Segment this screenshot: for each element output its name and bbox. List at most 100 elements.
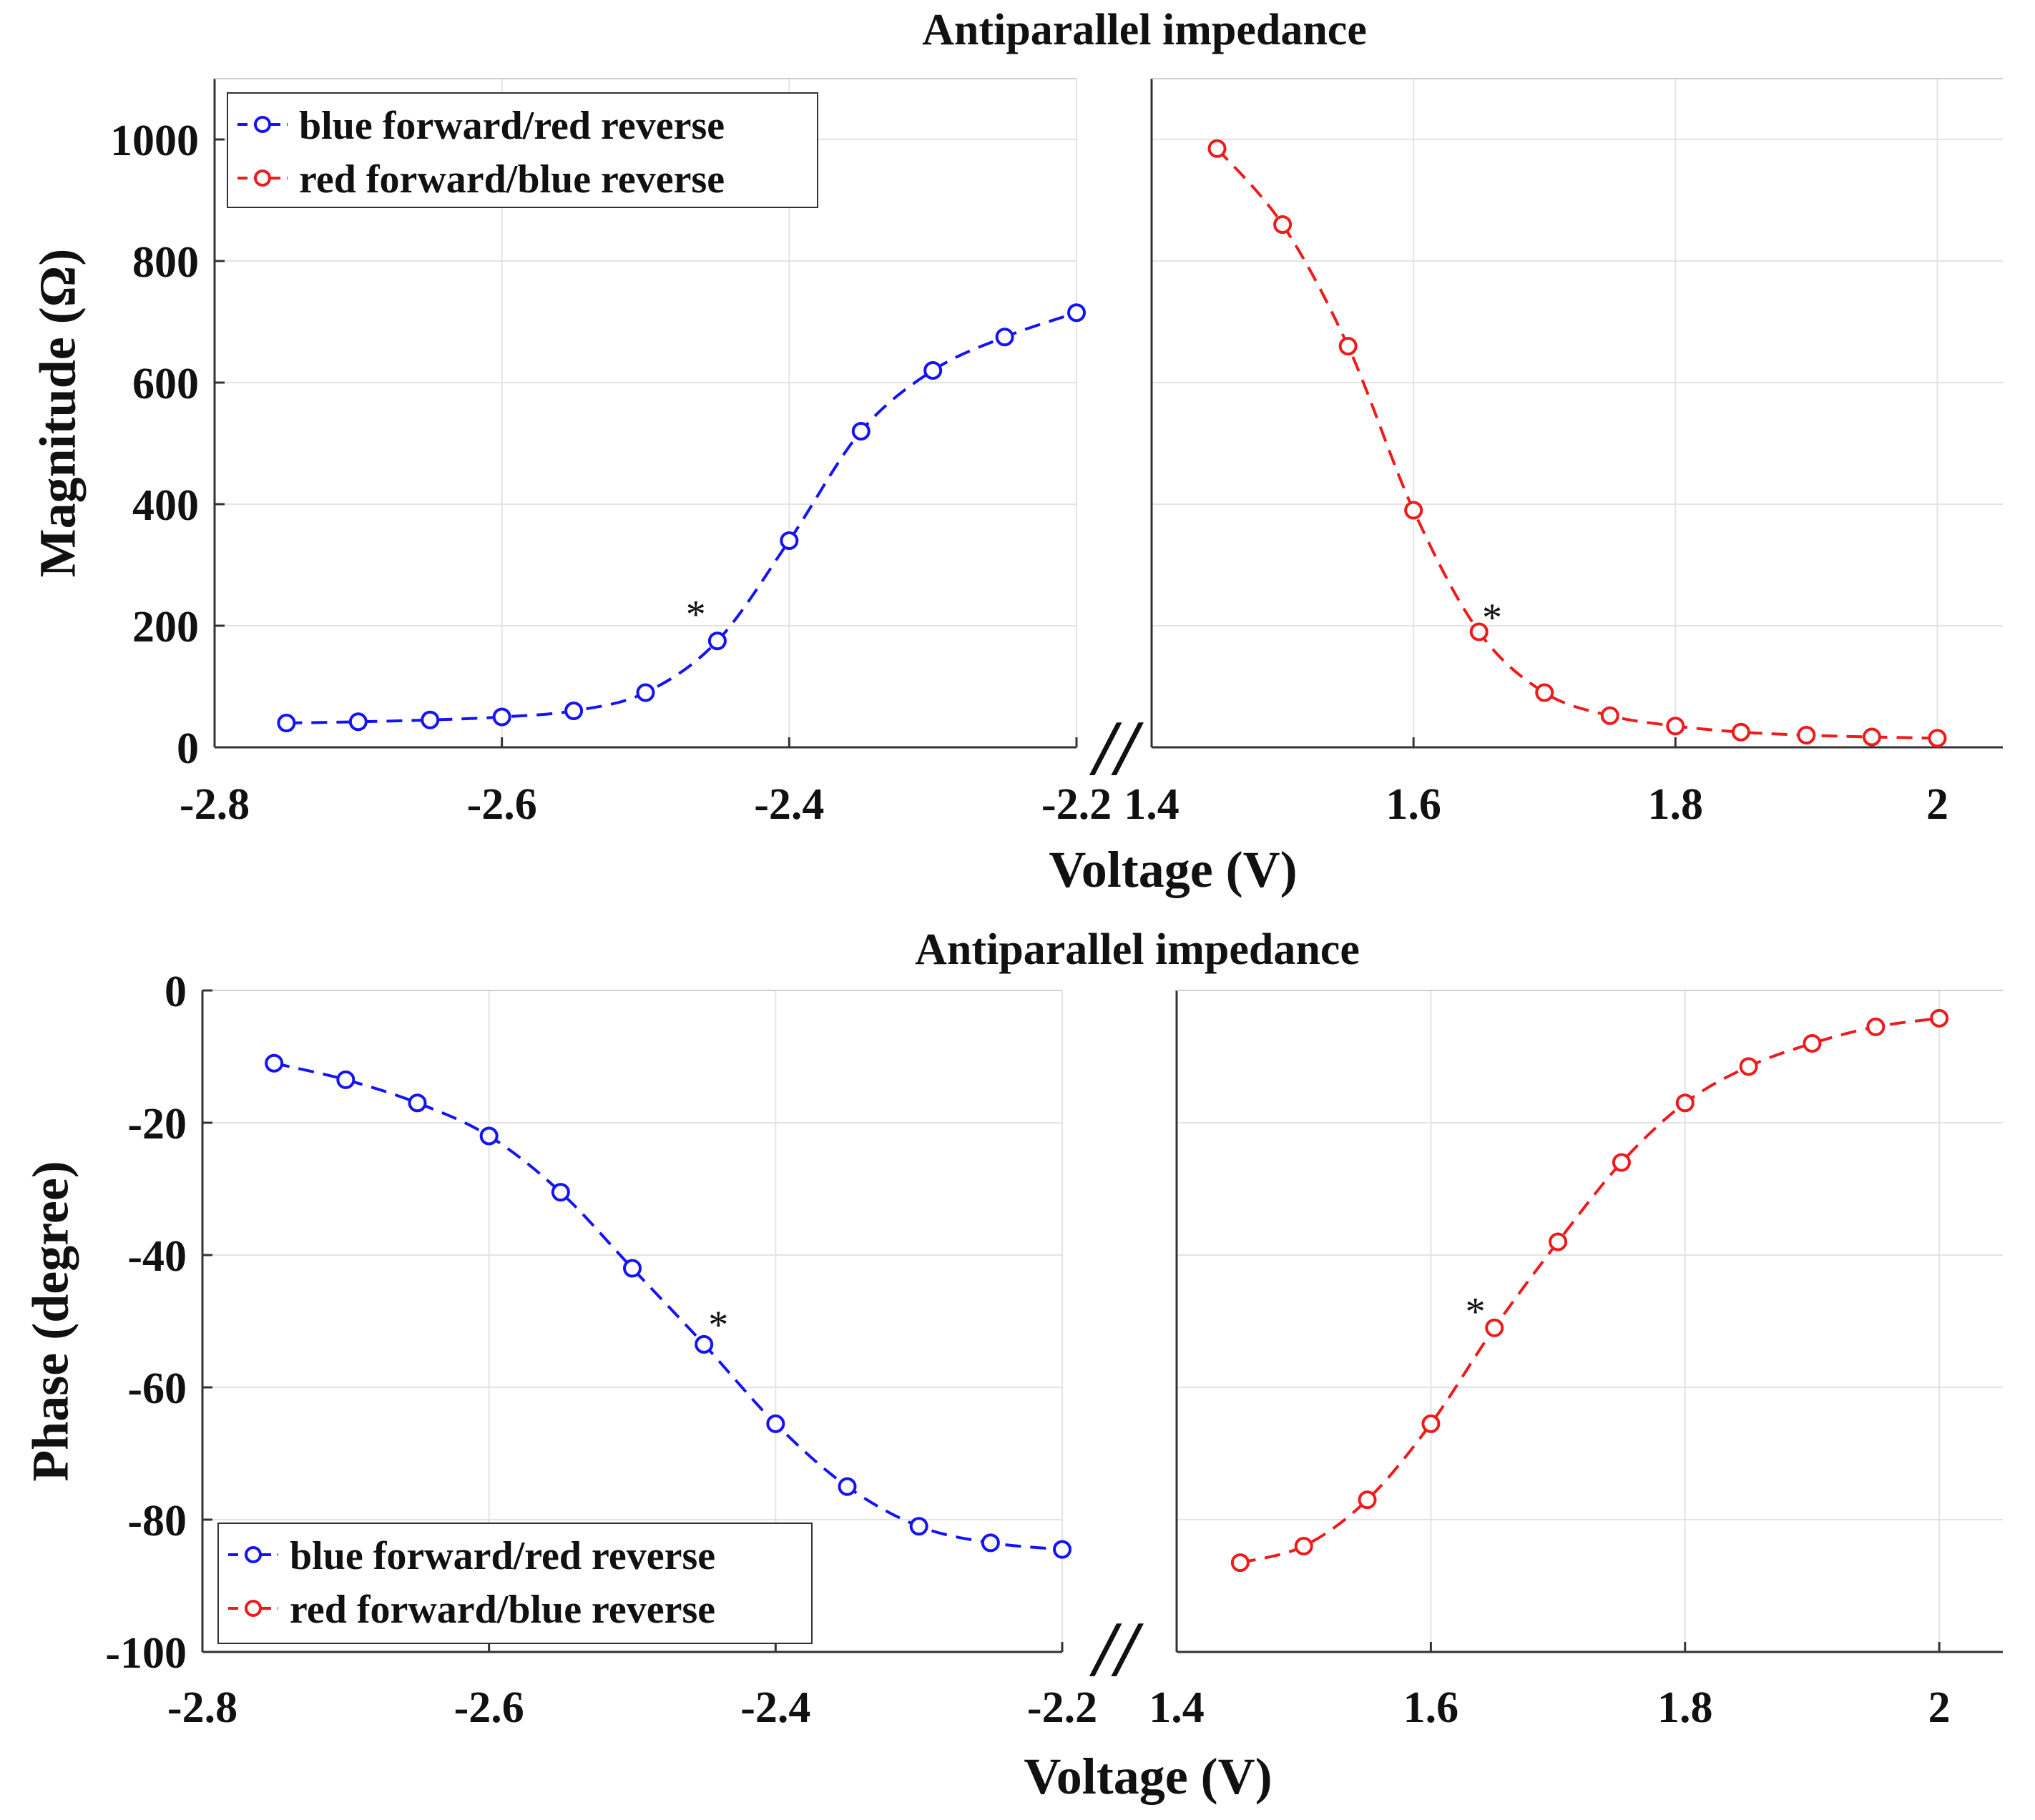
legend-box [227, 92, 818, 208]
data-point-red [1549, 1232, 1568, 1251]
legend-label: red forward/blue reverse [299, 157, 725, 202]
data-point-red [1600, 706, 1619, 725]
x-tick-label: -2.8 [180, 780, 250, 829]
series-line-red [1216, 147, 1938, 740]
x-tick-label: -2.2 [1041, 780, 1112, 829]
data-point-blue [421, 710, 440, 729]
data-point-blue [551, 1183, 570, 1202]
data-point-red [1928, 729, 1947, 748]
x-tick-label: -2.4 [754, 780, 824, 829]
data-point-blue [564, 702, 584, 720]
y-tick-label: -40 [127, 1232, 187, 1281]
axis-break-symbol: // [1089, 704, 1144, 792]
x-tick-label: -2.6 [454, 1683, 524, 1732]
data-point-blue [492, 707, 511, 727]
data-point-red [1421, 1414, 1441, 1433]
data-point-blue [707, 631, 727, 651]
x-tick-label: 1.4 [1149, 1683, 1205, 1732]
legend-box [217, 1523, 813, 1644]
y-tick-label: 200 [132, 603, 199, 651]
chart-title: Antiparallel impedance [922, 6, 1367, 54]
x-tick-label: 1.8 [1657, 1683, 1713, 1732]
data-point-red [1273, 215, 1293, 234]
data-point-red [1338, 337, 1358, 355]
x-tick-label: 1.4 [1124, 780, 1180, 829]
y-tick-label: 600 [132, 360, 199, 408]
data-point-red [1866, 1017, 1886, 1036]
annotation-marker: * [1482, 596, 1502, 640]
data-point-blue [851, 422, 871, 441]
data-point-blue [479, 1126, 499, 1146]
data-point-red [1469, 622, 1489, 641]
y-tick-label: 0 [165, 968, 187, 1016]
data-point-blue [1067, 303, 1086, 323]
y-tick-label: 0 [177, 724, 199, 773]
series-line-red [1240, 1016, 1940, 1565]
data-point-blue [277, 714, 296, 732]
data-point-blue [909, 1517, 928, 1536]
magnitude-panel: Antiparallel impedance-2.8 -2.6 -2.4 -2.2 1.… [29, 6, 2003, 898]
legend-label: blue forward/red reverse [290, 1534, 715, 1578]
annotation-marker: * [708, 1303, 728, 1347]
y-axis-label: Phase (degree) [22, 1161, 79, 1482]
axis-break-symbol: // [1089, 1605, 1144, 1693]
data-point-blue [923, 361, 943, 380]
data-point-red [1666, 717, 1685, 736]
y-tick-label: 1000 [110, 117, 199, 165]
x-tick-label: 2 [1926, 780, 1948, 829]
data-point-red [1230, 1553, 1250, 1573]
data-point-red [1731, 722, 1750, 742]
legend: blue forward/red reverse red forward/blue… [227, 92, 818, 208]
x-tick-label: -2.4 [740, 1683, 810, 1732]
x-tick-label: 2 [1928, 1683, 1951, 1732]
y-tick-label: -100 [105, 1629, 187, 1678]
data-point-blue [838, 1477, 857, 1496]
data-point-blue [1053, 1540, 1072, 1559]
data-point-red [1207, 139, 1227, 158]
data-point-red [1294, 1537, 1313, 1555]
legend-marker-red [254, 169, 271, 187]
data-point-red [1535, 683, 1554, 702]
legend-label: red forward/blue reverse [290, 1588, 715, 1632]
x-tick-label: 1.8 [1648, 780, 1704, 829]
chart-title: Antiparallel impedance [915, 925, 1360, 974]
series-line-blue [286, 311, 1077, 724]
data-point-red [1404, 501, 1423, 520]
legend-marker-blue [254, 116, 271, 133]
y-tick-label: -80 [127, 1497, 187, 1545]
x-axis-label: Voltage (V) [1049, 841, 1297, 898]
series-line-blue [273, 1061, 1063, 1551]
y-tick-label: 400 [132, 481, 199, 530]
legend: blue forward/red reverse red forward/blue… [217, 1523, 813, 1644]
x-tick-label: 1.6 [1386, 780, 1441, 829]
data-point-blue [636, 683, 655, 702]
data-point-blue [995, 328, 1014, 347]
data-point-blue [623, 1259, 642, 1278]
y-tick-label: -60 [127, 1364, 187, 1413]
data-point-blue [408, 1093, 427, 1113]
x-tick-label: -2.6 [467, 780, 537, 829]
data-point-blue [336, 1070, 355, 1089]
data-point-red [1612, 1153, 1631, 1172]
y-tick-label: -20 [127, 1100, 187, 1148]
legend-label: blue forward/red reverse [299, 104, 725, 148]
data-point-red [1803, 1034, 1822, 1053]
data-point-blue [348, 712, 368, 732]
data-point-blue [265, 1053, 284, 1073]
x-axis-label: Voltage (V) [1024, 1748, 1272, 1805]
data-point-red [1358, 1490, 1377, 1510]
phase-panel: Antiparallel impedance -2.8 -2.6 -2.4 -2.2 1.… [22, 925, 2003, 1805]
legend-marker-blue [245, 1546, 262, 1563]
annotation-marker: * [686, 593, 706, 637]
data-point-red [1739, 1057, 1758, 1076]
data-point-red [1675, 1093, 1695, 1113]
data-point-blue [766, 1414, 785, 1433]
data-point-blue [981, 1533, 1000, 1553]
legend-marker-red [245, 1600, 262, 1617]
y-axis-label: Magnitude (Ω) [29, 249, 87, 578]
x-tick-label: -2.8 [167, 1683, 237, 1732]
y-tick-label: 800 [132, 238, 199, 287]
data-point-blue [780, 531, 799, 550]
data-point-red [1797, 726, 1816, 744]
